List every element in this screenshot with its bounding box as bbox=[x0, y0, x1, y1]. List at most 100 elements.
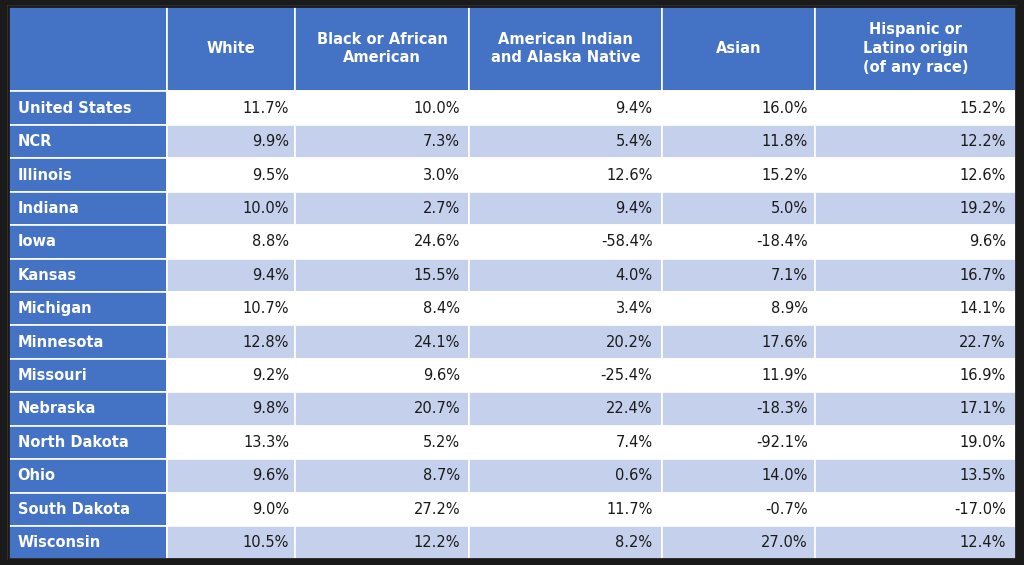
Text: Iowa: Iowa bbox=[17, 234, 56, 249]
Bar bbox=[8, 6, 167, 92]
Text: 9.2%: 9.2% bbox=[252, 368, 289, 383]
Text: 11.7%: 11.7% bbox=[243, 101, 289, 116]
Bar bbox=[8, 225, 167, 259]
Bar bbox=[663, 325, 815, 359]
Bar bbox=[8, 158, 167, 192]
Bar bbox=[469, 526, 663, 559]
Bar bbox=[815, 125, 1016, 158]
Text: 22.4%: 22.4% bbox=[606, 402, 652, 416]
Bar bbox=[663, 6, 815, 92]
Text: 9.5%: 9.5% bbox=[252, 168, 289, 182]
Bar bbox=[295, 6, 469, 92]
Text: 9.4%: 9.4% bbox=[615, 101, 652, 116]
Bar bbox=[8, 392, 167, 425]
Bar bbox=[167, 526, 295, 559]
Bar bbox=[8, 526, 167, 559]
Text: 9.9%: 9.9% bbox=[252, 134, 289, 149]
Text: 15.5%: 15.5% bbox=[414, 268, 460, 282]
Text: 8.4%: 8.4% bbox=[423, 301, 460, 316]
Bar bbox=[469, 125, 663, 158]
Text: 27.0%: 27.0% bbox=[761, 535, 808, 550]
Bar bbox=[295, 392, 469, 425]
Text: 12.2%: 12.2% bbox=[414, 535, 460, 550]
Bar bbox=[167, 359, 295, 392]
Bar bbox=[469, 359, 663, 392]
Bar bbox=[167, 425, 295, 459]
Text: 10.7%: 10.7% bbox=[243, 301, 289, 316]
Text: 16.0%: 16.0% bbox=[761, 101, 808, 116]
Bar bbox=[663, 158, 815, 192]
Text: 3.4%: 3.4% bbox=[615, 301, 652, 316]
Text: 24.1%: 24.1% bbox=[414, 334, 460, 350]
Text: Indiana: Indiana bbox=[17, 201, 80, 216]
Bar bbox=[8, 325, 167, 359]
Bar bbox=[815, 425, 1016, 459]
Bar bbox=[663, 459, 815, 493]
Bar bbox=[167, 259, 295, 292]
Bar bbox=[469, 6, 663, 92]
Text: 8.7%: 8.7% bbox=[423, 468, 460, 483]
Bar bbox=[295, 425, 469, 459]
Text: 19.2%: 19.2% bbox=[959, 201, 1006, 216]
Text: 12.4%: 12.4% bbox=[959, 535, 1006, 550]
Bar bbox=[469, 292, 663, 325]
Text: United States: United States bbox=[17, 101, 131, 116]
Text: 11.7%: 11.7% bbox=[606, 502, 652, 517]
Text: Asian: Asian bbox=[716, 41, 762, 56]
Text: 8.2%: 8.2% bbox=[615, 535, 652, 550]
Text: Kansas: Kansas bbox=[17, 268, 77, 282]
Text: 10.0%: 10.0% bbox=[414, 101, 460, 116]
Text: 11.9%: 11.9% bbox=[762, 368, 808, 383]
Text: 27.2%: 27.2% bbox=[414, 502, 460, 517]
Bar bbox=[815, 192, 1016, 225]
Bar bbox=[295, 359, 469, 392]
Text: 12.6%: 12.6% bbox=[606, 168, 652, 182]
Text: 9.6%: 9.6% bbox=[969, 234, 1006, 249]
Text: 24.6%: 24.6% bbox=[414, 234, 460, 249]
Bar bbox=[469, 425, 663, 459]
Bar bbox=[167, 125, 295, 158]
Text: 14.1%: 14.1% bbox=[959, 301, 1006, 316]
Bar bbox=[663, 192, 815, 225]
Text: 20.7%: 20.7% bbox=[414, 402, 460, 416]
Text: 2.7%: 2.7% bbox=[423, 201, 460, 216]
Bar bbox=[469, 259, 663, 292]
Bar bbox=[8, 359, 167, 392]
Text: 16.9%: 16.9% bbox=[959, 368, 1006, 383]
Bar bbox=[815, 158, 1016, 192]
Text: 15.2%: 15.2% bbox=[761, 168, 808, 182]
Text: Michigan: Michigan bbox=[17, 301, 92, 316]
Bar bbox=[663, 359, 815, 392]
Bar bbox=[663, 259, 815, 292]
Bar bbox=[167, 192, 295, 225]
Bar bbox=[469, 493, 663, 526]
Bar bbox=[663, 225, 815, 259]
Bar bbox=[295, 325, 469, 359]
Text: 12.2%: 12.2% bbox=[959, 134, 1006, 149]
Text: 7.4%: 7.4% bbox=[615, 435, 652, 450]
Bar bbox=[469, 192, 663, 225]
Bar bbox=[469, 459, 663, 493]
Bar bbox=[815, 359, 1016, 392]
Text: Wisconsin: Wisconsin bbox=[17, 535, 101, 550]
Bar bbox=[815, 493, 1016, 526]
Bar bbox=[815, 259, 1016, 292]
Bar bbox=[663, 125, 815, 158]
Bar bbox=[295, 125, 469, 158]
Bar bbox=[8, 493, 167, 526]
Text: 10.0%: 10.0% bbox=[243, 201, 289, 216]
Text: 7.1%: 7.1% bbox=[770, 268, 808, 282]
Text: -25.4%: -25.4% bbox=[601, 368, 652, 383]
Bar bbox=[663, 92, 815, 125]
Bar bbox=[295, 158, 469, 192]
Text: 9.0%: 9.0% bbox=[252, 502, 289, 517]
Text: Ohio: Ohio bbox=[17, 468, 55, 483]
Text: Black or African
American: Black or African American bbox=[316, 32, 447, 66]
Text: 22.7%: 22.7% bbox=[959, 334, 1006, 350]
Text: American Indian
and Alaska Native: American Indian and Alaska Native bbox=[490, 32, 640, 66]
Text: -18.4%: -18.4% bbox=[756, 234, 808, 249]
Bar bbox=[295, 225, 469, 259]
Bar bbox=[815, 392, 1016, 425]
Text: 9.4%: 9.4% bbox=[615, 201, 652, 216]
Text: 15.2%: 15.2% bbox=[959, 101, 1006, 116]
